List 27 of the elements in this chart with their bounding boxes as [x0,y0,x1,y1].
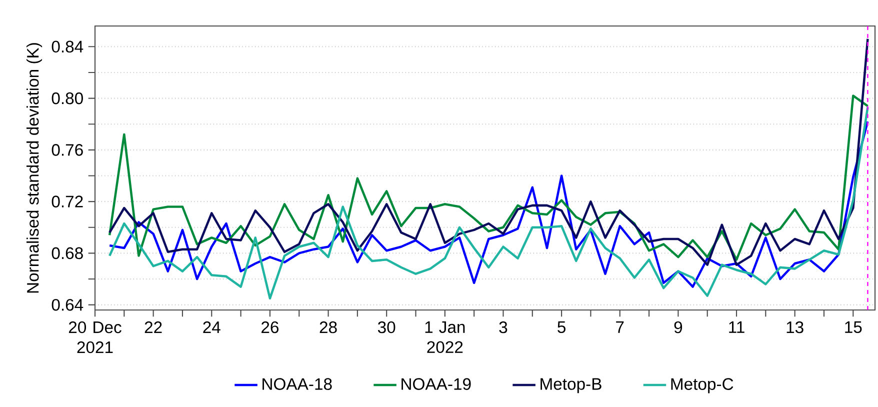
x-tick-label: 24 [203,321,220,334]
y-tick-label: 0.68 [52,247,83,260]
legend-label: Metop-C [671,378,734,394]
x-tick-label: 7 [616,321,624,333]
line-series [108,94,869,261]
x-tick-label: 28 [320,321,337,334]
x-tick-label: 3 [499,321,508,334]
y-axis-title: Normalised standard deviation (K) [26,43,42,293]
x-tick-label: 11 [729,321,744,333]
x-tick-label: 1 Jan 2022 [425,321,465,354]
y-tick-label: 0.64 [52,298,84,311]
x-tick-label: 13 [786,321,804,334]
legend-label: NOAA-18 [262,378,332,390]
x-tick-label: 9 [674,321,682,334]
line-series [108,38,869,266]
x-tick-label: 30 [378,321,396,334]
x-tick-label: 26 [262,321,278,334]
legend-label: Metop-B [540,378,602,394]
x-tick-label: 5 [558,321,566,334]
x-tick-label: 20 Dec 2021 [68,321,122,354]
y-tick-label: 0.84 [52,40,84,53]
y-tick-label: 0.72 [52,196,83,208]
x-tick-label: 22 [144,321,162,334]
y-tick-label: 0.80 [52,92,83,104]
x-tick-label: 15 [845,321,862,334]
legend-label: NOAA-19 [402,378,471,390]
y-tick-label: 0.76 [52,144,83,156]
